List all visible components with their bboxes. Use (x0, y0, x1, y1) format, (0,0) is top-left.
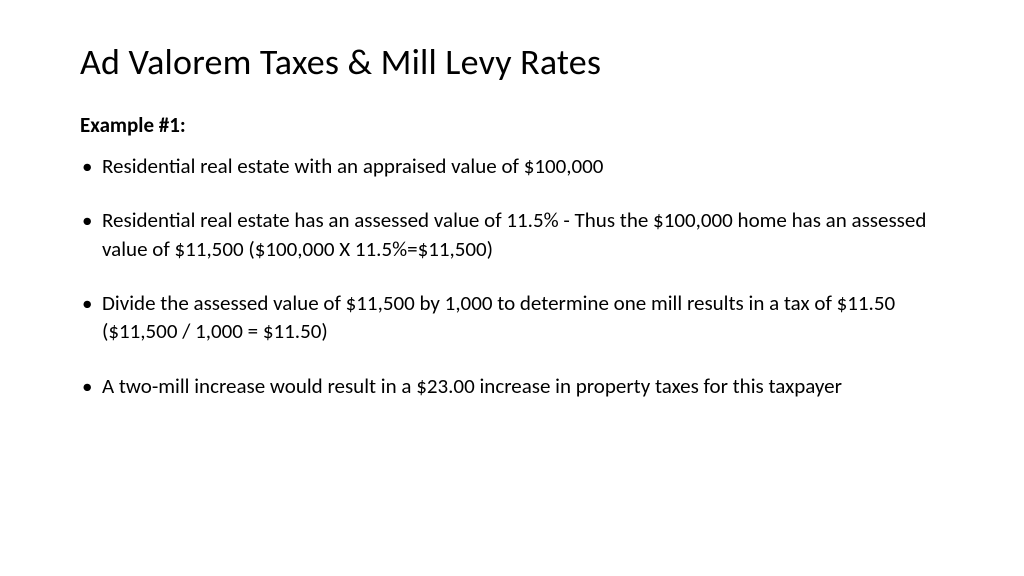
bullet-list: Residential real estate with an appraise… (80, 152, 964, 400)
list-item: Divide the assessed value of $11,500 by … (80, 289, 964, 346)
list-item: A two-mill increase would result in a $2… (80, 372, 964, 400)
example-label: Example #1: (80, 112, 964, 138)
list-item: Residential real estate has an assessed … (80, 206, 964, 263)
list-item: Residential real estate with an appraise… (80, 152, 964, 180)
slide-title: Ad Valorem Taxes & Mill Levy Rates (80, 40, 964, 84)
